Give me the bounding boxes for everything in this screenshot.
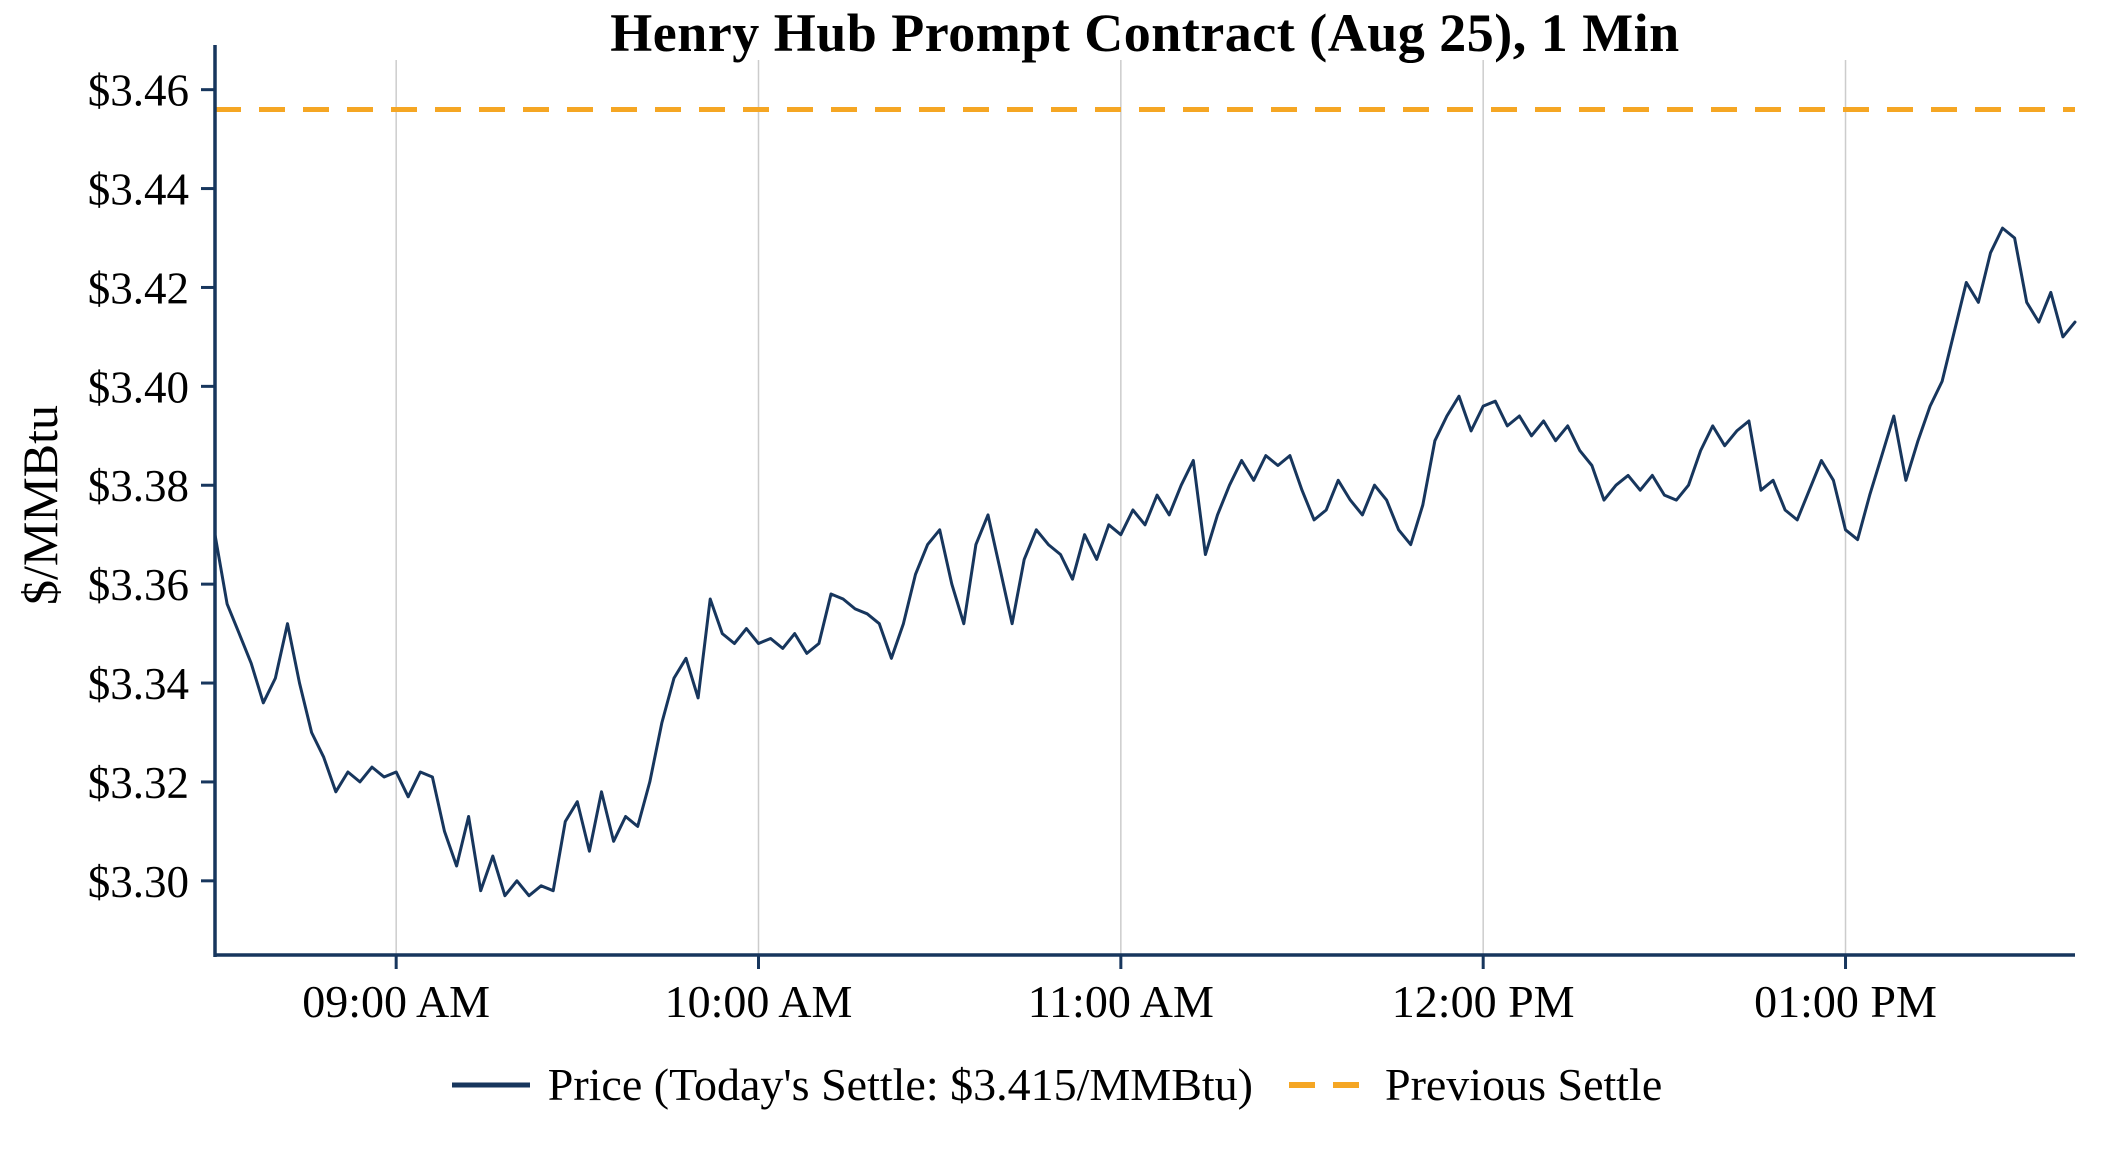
y-tick-label: $3.36 (88, 560, 189, 610)
price-line (213, 226, 2077, 898)
price-chart: $3.30 $3.32 $3.34 $3.36 $3.38 $3.40 $3.42 $3.44… (88, 45, 2077, 1027)
previous-settle-swatch-icon (1288, 1081, 1367, 1088)
y-tick-label: $3.46 (88, 66, 189, 116)
y-tick-label: $3.30 (88, 857, 189, 907)
chart-legend: Price (Today's Settle: $3.415/MMBtu) Pre… (0, 1058, 2112, 1111)
y-tick-label: $3.42 (88, 263, 189, 313)
x-tick-label: 09:00 AM (302, 976, 490, 1027)
x-tick-label: 01:00 PM (1754, 976, 1937, 1027)
legend-price-label: Price (Today's Settle: $3.415/MMBtu) (547, 1059, 1253, 1110)
legend-previous-settle-label: Previous Settle (1384, 1059, 1663, 1110)
y-tick-label: $3.32 (88, 758, 189, 808)
y-tick-label: $3.34 (88, 659, 189, 709)
y-tick-label: $3.38 (88, 461, 189, 511)
price-line-swatch-icon (451, 1082, 530, 1087)
legend-item-previous-settle: Previous Settle (1287, 1058, 1662, 1111)
x-tick-label: 10:00 AM (665, 976, 853, 1027)
chart-title: Henry Hub Prompt Contract (Aug 25), 1 Mi… (610, 3, 1680, 63)
x-tick-label: 11:00 AM (1028, 976, 1214, 1027)
legend-item-price: Price (Today's Settle: $3.415/MMBtu) (450, 1058, 1253, 1111)
y-tick-label: $3.40 (88, 362, 189, 412)
y-tick-label: $3.44 (88, 165, 189, 215)
x-tick-label: 12:00 PM (1392, 976, 1575, 1027)
